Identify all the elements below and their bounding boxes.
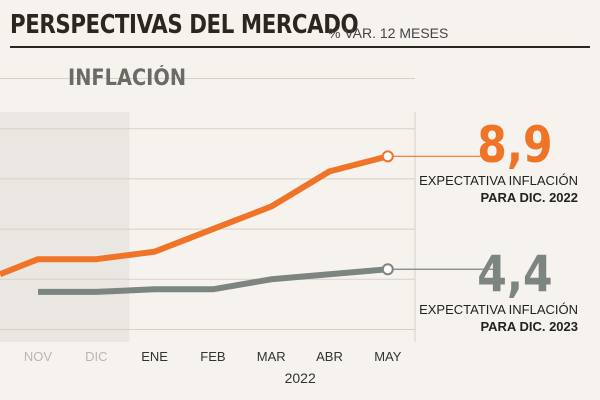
x-tick-label: NOV [24, 349, 53, 364]
gridlines [0, 78, 416, 342]
callout-caption-2022-line1: EXPECTATIVA INFLACIÓN [419, 173, 578, 188]
x-axis-year-label: 2022 [285, 370, 316, 386]
callout-caption-2023-line1: EXPECTATIVA INFLACIÓN [419, 302, 578, 317]
callout-caption-2022: EXPECTATIVA INFLACIÓN PARA DIC. 2022 [419, 172, 578, 206]
x-axis-ticks: NOV DIC ENE FEB MAR ABR MAY [24, 349, 402, 364]
page-subtitle: % VAR. 12 MESES [328, 25, 449, 41]
callout-connectors [381, 150, 495, 276]
x-tick-label: ENE [141, 349, 168, 364]
x-tick-label: DIC [85, 349, 107, 364]
x-tick-label: FEB [200, 349, 225, 364]
page-title: PERSPECTIVAS DEL MERCADO [10, 10, 359, 40]
series-lines [0, 153, 389, 295]
callout-caption-2022-line2: PARA DIC. 2022 [480, 190, 578, 205]
x-tick-label: MAR [257, 349, 286, 364]
end-marker-0 [381, 150, 394, 163]
x-tick-label: MAY [374, 349, 402, 364]
callout-caption-2023: EXPECTATIVA INFLACIÓN PARA DIC. 2023 [419, 301, 578, 335]
header: PERSPECTIVAS DEL MERCADO % VAR. 12 MESES [10, 8, 590, 48]
series-line-0 [0, 153, 389, 278]
end-marker-1 [381, 263, 394, 276]
x-tick-label: ABR [316, 349, 343, 364]
shaded-period [0, 112, 130, 342]
callout-value-2023: 4,4 [477, 245, 553, 303]
callout-caption-2023-line2: PARA DIC. 2023 [480, 319, 578, 334]
series-line-1 [38, 266, 389, 295]
panel-title: INFLACIÓN [68, 66, 187, 91]
callout-value-2022: 8,9 [477, 116, 553, 174]
